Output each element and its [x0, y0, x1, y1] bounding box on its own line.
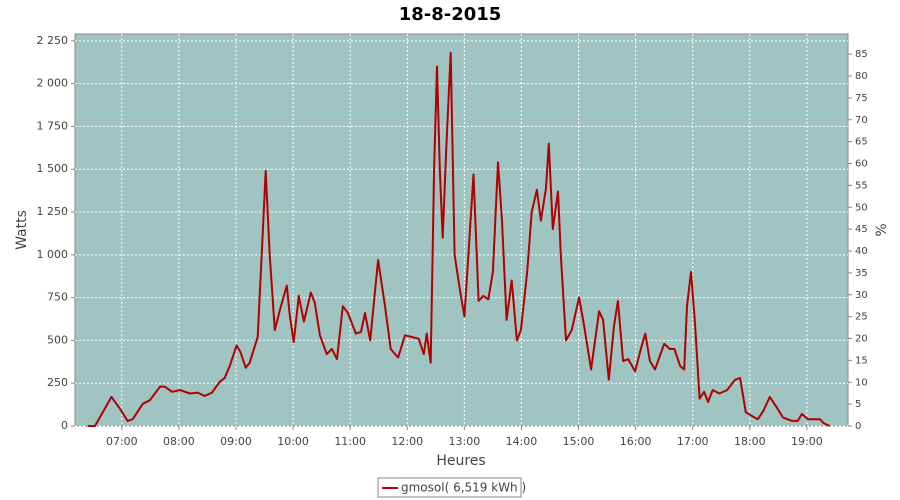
- y2-tick-label: 40: [855, 246, 868, 257]
- y2-tick-label: 85: [855, 49, 868, 60]
- legend-label: gmosol( 6,519 kWh ): [401, 481, 526, 495]
- y-tick-label: 1 000: [37, 248, 69, 261]
- y2-tick-label: 65: [855, 137, 868, 148]
- y2-tick-label: 70: [855, 115, 868, 126]
- y2-axis-title: %: [874, 223, 890, 236]
- x-tick-label: 08:00: [163, 435, 195, 448]
- x-tick-label: 14:00: [506, 435, 538, 448]
- y-tick-label: 750: [47, 291, 68, 304]
- y2-tick-label: 75: [855, 93, 868, 104]
- y2-tick-label: 10: [855, 377, 868, 388]
- y-tick-label: 2 000: [37, 77, 69, 90]
- x-tick-label: 19:00: [791, 435, 823, 448]
- x-tick-label: 09:00: [220, 435, 252, 448]
- x-tick-label: 12:00: [391, 435, 423, 448]
- y2-tick-label: 20: [855, 334, 868, 345]
- y-tick-label: 250: [47, 376, 68, 389]
- x-tick-label: 17:00: [677, 435, 709, 448]
- legend-box: [377, 477, 522, 498]
- x-tick-label: 07:00: [106, 435, 138, 448]
- chart-title: 18-8-2015: [399, 4, 502, 25]
- y2-tick-label: 45: [855, 224, 868, 235]
- legend-item: gmosol( 6,519 kWh ): [377, 477, 526, 498]
- y2-tick-label: 0: [855, 421, 861, 432]
- y2-tick-label: 15: [855, 355, 868, 366]
- y-tick-label: 1 500: [37, 162, 69, 175]
- x-tick-label: 15:00: [563, 435, 595, 448]
- x-tick-label: 13:00: [449, 435, 481, 448]
- x-tick-label: 11:00: [334, 435, 366, 448]
- y2-tick-label: 80: [855, 71, 868, 82]
- x-tick-label: 16:00: [620, 435, 652, 448]
- y2-tick-label: 60: [855, 159, 868, 170]
- y-tick-label: 0: [61, 419, 68, 432]
- y2-tick-label: 50: [855, 202, 868, 213]
- y2-tick-label: 55: [855, 180, 868, 191]
- y-axis-title: Watts: [14, 210, 30, 250]
- plot-area: [74, 33, 849, 427]
- x-tick-label: 10:00: [277, 435, 309, 448]
- y2-tick-label: 25: [855, 312, 868, 323]
- x-axis-title: Heures: [436, 453, 485, 469]
- y2-tick-label: 30: [855, 290, 868, 301]
- y2-tick-label: 35: [855, 268, 868, 279]
- x-tick-label: 18:00: [734, 435, 766, 448]
- y-tick-label: 500: [47, 333, 68, 346]
- y-tick-label: 2 250: [37, 34, 69, 47]
- y-tick-label: 1 750: [37, 119, 69, 132]
- data-line: [87, 51, 831, 427]
- y2-tick-label: 5: [855, 399, 861, 410]
- y-tick-label: 1 250: [37, 205, 69, 218]
